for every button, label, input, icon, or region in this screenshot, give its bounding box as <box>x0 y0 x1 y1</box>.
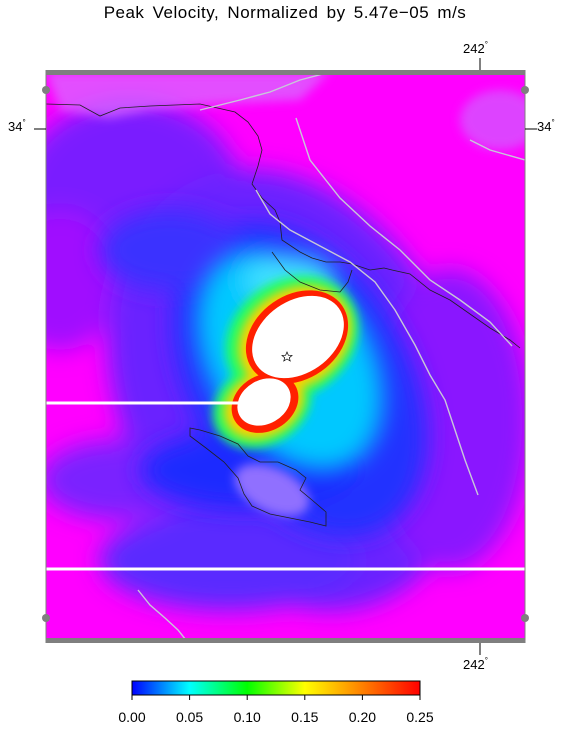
star-icon <box>281 351 293 362</box>
frame-bottom <box>46 638 525 643</box>
colorbar-tick-label: 0.10 <box>233 709 261 725</box>
colorbar-tick-label: 0.25 <box>406 709 434 725</box>
coastlines <box>46 103 521 527</box>
colorbar-tick-label: 0.00 <box>118 709 146 725</box>
colorbar-tick-label: 0.05 <box>175 709 204 725</box>
colorbar-tick-label: 0.15 <box>291 709 319 725</box>
fault-lines <box>137 70 525 643</box>
saturated-zone-south <box>237 378 291 426</box>
saturated-zone-north <box>252 295 344 379</box>
frame-top <box>46 70 525 75</box>
colorbar <box>131 680 421 696</box>
plot-title: Peak Velocity, Normalized by 5.47e−05 m/… <box>103 3 467 22</box>
lat-label-left: 34° <box>8 118 26 134</box>
lon-label-bottom: 242° <box>463 656 488 672</box>
colorbar-tick-label: 0.20 <box>348 709 377 725</box>
colorbar-ticks <box>131 695 421 700</box>
lat-label-right: 34° <box>537 118 555 134</box>
lon-label-top: 242° <box>463 40 488 56</box>
terrain-shading <box>46 72 525 150</box>
island-glow <box>234 463 310 517</box>
wavefield-map <box>46 70 525 643</box>
frame-corner-marks <box>42 86 529 622</box>
